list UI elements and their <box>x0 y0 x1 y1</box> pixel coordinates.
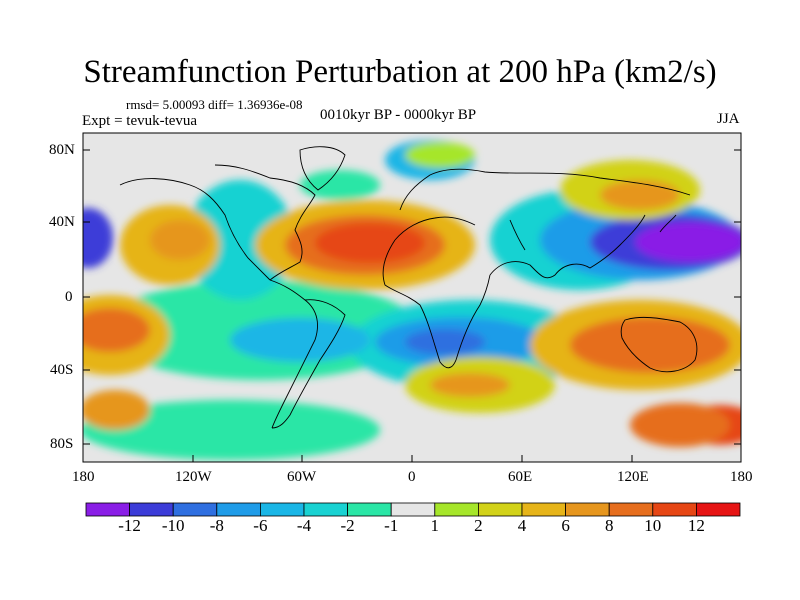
colorbar-box-12 <box>608 502 654 517</box>
field-neg1-north-atlantic <box>300 170 380 200</box>
lon-label-0: 0 <box>408 469 416 485</box>
colorbar-box-0 <box>85 502 130 517</box>
colorbar-box-11 <box>565 502 610 517</box>
coast-south-america-east <box>271 299 346 429</box>
field-neg4-south-america <box>230 318 370 362</box>
colorbar-box-1 <box>129 502 174 517</box>
colorbar-label-13: 12 <box>687 516 705 535</box>
colorbar-label-10: 6 <box>561 516 570 535</box>
lat-label-80s: 80S <box>50 436 74 452</box>
colorbar-label-12: 10 <box>644 516 662 535</box>
colorbar-box-3 <box>216 502 261 517</box>
field-layer <box>83 133 741 462</box>
colorbar-box-13 <box>652 502 697 517</box>
colorbar-box-5 <box>303 502 348 517</box>
field-pos8-south-pacific-low <box>83 390 150 430</box>
lat-label-40n: 40N <box>49 214 75 230</box>
field-neg1-southern-ocean <box>83 400 380 460</box>
coast-greenland <box>299 146 346 191</box>
coast-north-america-west <box>119 178 271 281</box>
colorbar-box-9 <box>477 502 523 517</box>
colorbar-box-4 <box>259 502 305 517</box>
colorbar-box-8 <box>434 502 479 517</box>
colorbar-box-6 <box>347 502 392 517</box>
field-neg8-south-africa <box>405 329 485 355</box>
field-pos10-south-pacific <box>83 308 150 352</box>
field-pos2-scandinavia <box>405 142 475 168</box>
season-label: JJA <box>717 111 740 127</box>
colorbar-label-11: 8 <box>604 516 614 535</box>
coast-australia <box>620 316 698 373</box>
coast-africa <box>382 239 491 369</box>
coast-arabia <box>509 219 526 251</box>
field-neg12-pacific <box>635 222 741 262</box>
field-pos10-australia <box>570 317 730 373</box>
lat-label-0: 0 <box>65 289 73 305</box>
field-neg2-north-america <box>185 180 295 300</box>
field-pos12-atlantic <box>315 223 425 263</box>
colorbar-label-8: 2 <box>474 516 483 535</box>
colorbar-label-6: -1 <box>384 516 399 535</box>
experiment-label: Expt = tevuk-tevua <box>82 113 198 129</box>
coastlines <box>119 146 698 429</box>
lat-label-40s: 40S <box>50 362 74 378</box>
lon-label-180w: 180 <box>72 469 95 485</box>
colorbar-box-7 <box>390 502 436 517</box>
colorbar-boxes <box>85 502 741 517</box>
field-pos8-pacific <box>150 220 210 260</box>
colorbar-box-2 <box>172 502 218 517</box>
period-label: 0010kyr BP - 0000kyr BP <box>320 107 477 123</box>
colorbar-label-2: -8 <box>209 516 224 535</box>
coast-japan <box>659 214 677 233</box>
field-pos10-antarctic-pacific <box>630 403 730 447</box>
colorbar-label-9: 4 <box>517 516 527 535</box>
stats-label: rmsd= 5.00093 diff= 1.36936e-08 <box>126 97 303 112</box>
coast-eurasia-north <box>399 168 691 211</box>
colorbar-label-5: -2 <box>340 516 355 535</box>
colorbar-label-3: -6 <box>253 516 268 535</box>
lon-label-120w: 120W <box>175 469 212 485</box>
colorbar-label-4: -4 <box>296 516 312 535</box>
coast-asia-south <box>489 214 646 279</box>
coast-north-america-east <box>214 164 316 281</box>
lon-label-180e: 180 <box>730 469 753 485</box>
colorbar-label-1: -10 <box>161 516 185 535</box>
lat-label-80n: 80N <box>49 142 75 158</box>
colorbar-box-10 <box>521 502 566 517</box>
lon-label-60e: 60E <box>508 469 533 485</box>
colorbar-label-0: -12 <box>118 516 141 535</box>
field-neg10-dateline <box>83 208 113 268</box>
map-title: Streamfunction Perturbation at 200 hPa (… <box>83 54 717 90</box>
axis-ticks <box>83 149 741 462</box>
colorbar-label-7: 1 <box>430 516 440 535</box>
colorbar-box-14 <box>696 502 741 517</box>
field-pos8-indian-ocean <box>430 373 510 397</box>
coast-mediterranean <box>394 216 476 241</box>
coast-south-america-west <box>269 279 318 429</box>
lon-label-60w: 60W <box>287 469 317 485</box>
lon-label-120e: 120E <box>617 469 649 485</box>
